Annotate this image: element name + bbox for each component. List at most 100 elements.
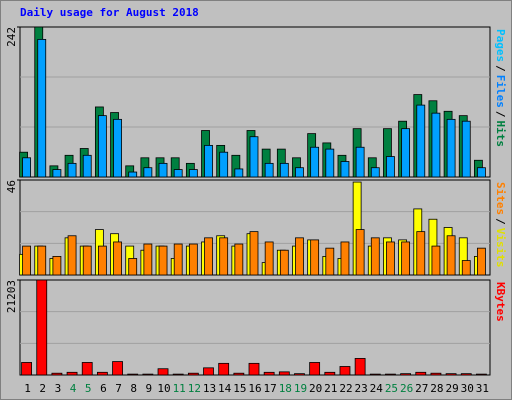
legend-entry: / [494, 218, 507, 225]
legend: Pages / Files / Hits [494, 29, 507, 147]
bar [249, 136, 259, 178]
bar [188, 243, 198, 276]
x-tick-label: 8 [130, 382, 137, 395]
bar [278, 371, 290, 376]
bar [263, 371, 275, 376]
bar [415, 371, 427, 376]
x-tick-label: 16 [248, 382, 261, 395]
x-tick-label: 24 [370, 382, 384, 395]
bar [219, 151, 229, 178]
plot-area [19, 279, 491, 376]
bar [325, 148, 335, 178]
x-tick-label: 30 [461, 382, 474, 395]
bar [233, 372, 245, 376]
bar [310, 146, 320, 178]
bar [22, 245, 31, 276]
bar [67, 235, 77, 276]
y-tick-label: 46 [5, 180, 18, 193]
bar [219, 237, 229, 276]
bar [97, 245, 107, 276]
x-tick-label: 3 [55, 382, 62, 395]
x-tick-label: 17 [264, 382, 277, 395]
bar [386, 241, 395, 276]
bar [234, 243, 244, 276]
bar [52, 169, 62, 178]
x-tick-label: 27 [415, 382, 428, 395]
bar [279, 249, 289, 276]
bar [370, 167, 380, 178]
bar [446, 235, 456, 276]
x-tick-label: 14 [218, 382, 232, 395]
bar [264, 241, 274, 276]
bar [143, 167, 153, 178]
legend-entry: Files [494, 75, 507, 108]
legend: KBytes [494, 282, 507, 322]
bar [294, 373, 305, 376]
bar [173, 169, 183, 178]
bar [446, 118, 456, 178]
bar [188, 169, 198, 178]
bar [128, 171, 138, 178]
bar [204, 237, 213, 276]
bar [445, 373, 457, 376]
bar [143, 243, 153, 276]
x-tick-label: 11 [173, 382, 186, 395]
bar [172, 373, 184, 376]
bar [385, 373, 396, 376]
x-tick-label: 1 [24, 382, 31, 395]
bar [431, 245, 441, 276]
bar [295, 167, 304, 178]
bar [355, 229, 365, 276]
bar [37, 245, 47, 276]
y-tick-label: 242 [5, 27, 18, 47]
x-tick-label: 20 [309, 382, 322, 395]
bar [22, 157, 31, 178]
legend: Sites / Visits [494, 182, 507, 268]
bar [461, 120, 471, 178]
bar [112, 361, 123, 376]
bar [309, 362, 321, 376]
bar [158, 162, 168, 178]
bar [461, 260, 471, 276]
bar [66, 371, 78, 376]
x-tick-label: 10 [157, 382, 170, 395]
x-tick-label: 7 [115, 382, 122, 395]
bar [21, 362, 32, 376]
bar [279, 162, 289, 178]
bar [431, 112, 441, 178]
bar [81, 362, 93, 376]
bar [401, 128, 411, 178]
bar [324, 371, 336, 376]
bar [249, 231, 259, 276]
legend-entry: / [494, 65, 507, 72]
bar [295, 237, 304, 276]
x-tick-label: 2 [39, 382, 46, 395]
chart-title: Daily usage for August 2018 [20, 6, 199, 19]
x-tick-label: 25 [385, 382, 398, 395]
bar [369, 373, 381, 376]
legend-entry: Hits [494, 121, 507, 148]
bar [400, 373, 412, 376]
bar [142, 373, 154, 376]
bar [67, 162, 77, 178]
bar [52, 256, 62, 276]
bar [234, 168, 244, 178]
bar [187, 372, 199, 376]
legend-entry: Pages [494, 29, 507, 62]
x-tick-label: 22 [339, 382, 352, 395]
x-tick-label: 19 [294, 382, 307, 395]
bar [96, 371, 108, 376]
x-tick-label: 28 [430, 382, 443, 395]
legend-entry: Visits [494, 228, 507, 268]
bar [127, 373, 139, 376]
x-tick-label: 29 [445, 382, 458, 395]
x-tick-label: 31 [476, 382, 489, 395]
bar [401, 241, 411, 276]
bar [310, 239, 320, 276]
x-tick-label: 23 [355, 382, 368, 395]
bar [218, 362, 230, 376]
x-tick-label: 6 [100, 382, 107, 395]
legend-entry: / [494, 111, 507, 118]
bar [203, 367, 214, 376]
